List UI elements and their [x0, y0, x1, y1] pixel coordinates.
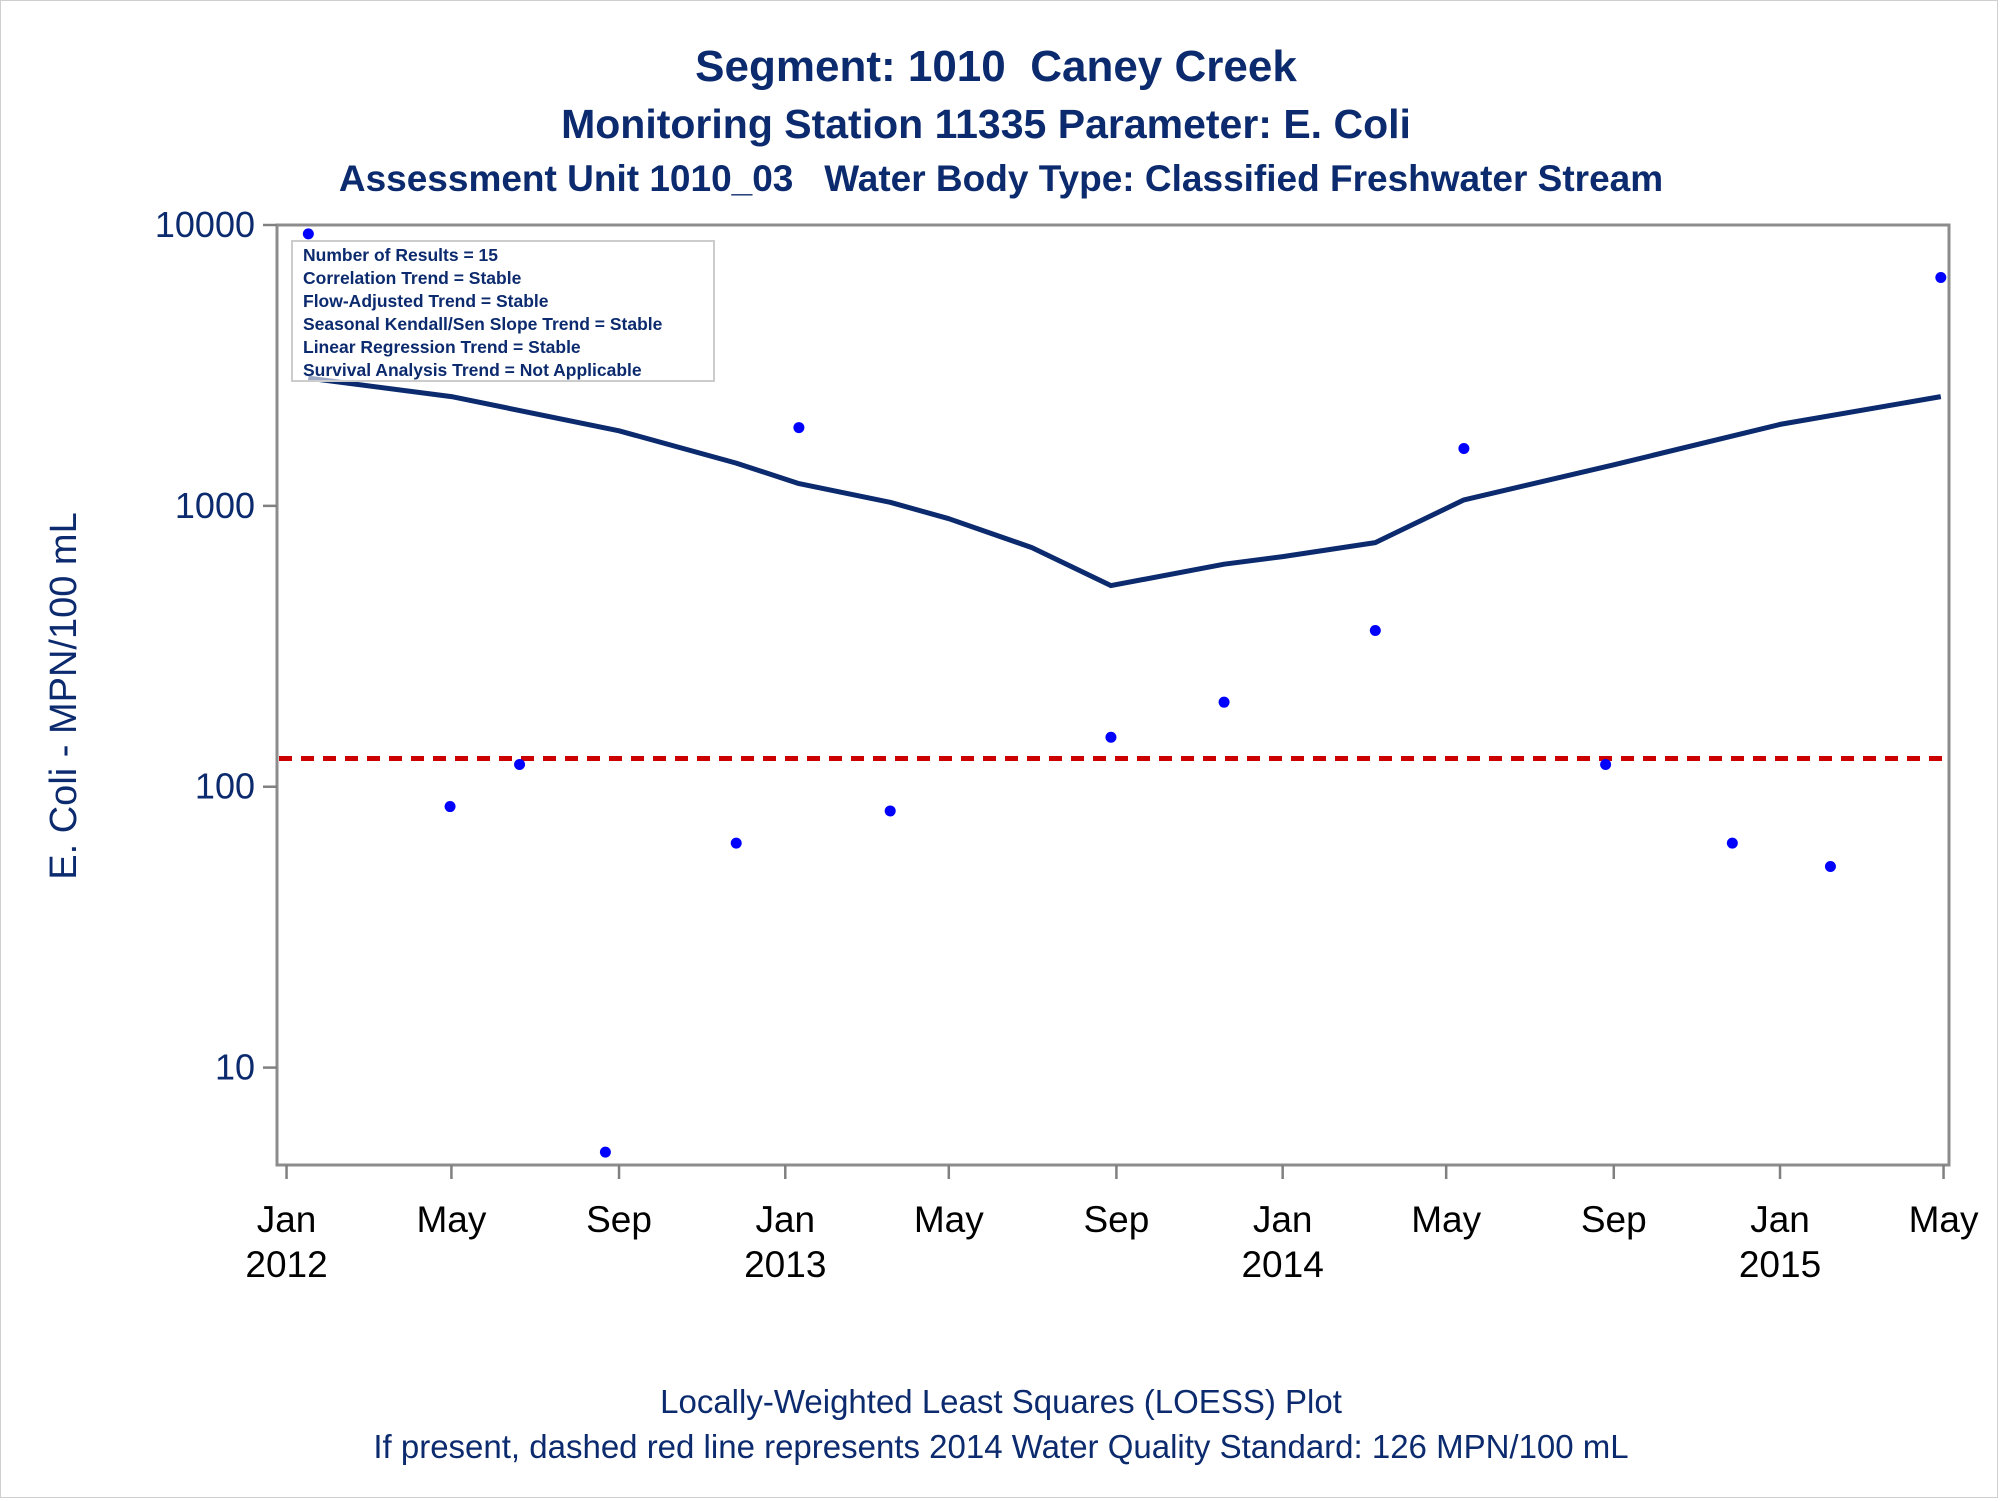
stats-box-text: Number of Results = 15 Correlation Trend …: [303, 245, 663, 380]
y-axis-label: E. Coli - MPN/100 mL: [43, 512, 85, 879]
data-point: [1458, 443, 1470, 455]
stats-line: Number of Results = 15: [303, 245, 498, 265]
x-tick-label: May: [416, 1199, 486, 1240]
stats-line: Seasonal Kendall/Sen Slope Trend = Stabl…: [303, 314, 663, 334]
data-point: [1369, 624, 1381, 636]
y-tick-label: 100: [195, 766, 255, 807]
y-axis: 10 100 1000 10000: [155, 204, 277, 1088]
x-tick-label: Jan: [1253, 1199, 1313, 1240]
chart-subtitle-2: Assessment Unit 1010_03 Water Body Type:…: [339, 158, 1663, 199]
plot-area: [275, 223, 1951, 1167]
y-tick-label: 10: [215, 1047, 255, 1088]
data-point: [1600, 758, 1612, 770]
data-point: [1935, 272, 1947, 284]
data-point: [1105, 731, 1117, 743]
data-point: [514, 758, 526, 770]
x-tick-label: May: [1909, 1199, 1979, 1240]
x-tick-label: Sep: [1083, 1199, 1149, 1240]
stats-line: Survival Analysis Trend = Not Applicable: [303, 360, 642, 380]
stats-line: Flow-Adjusted Trend = Stable: [303, 291, 549, 311]
x-tick-label: Jan: [257, 1199, 317, 1240]
data-point: [599, 1146, 611, 1158]
data-point: [444, 801, 456, 813]
x-tick-year-label: 2014: [1241, 1244, 1323, 1285]
data-point: [302, 228, 314, 240]
x-tick-label: May: [1411, 1199, 1481, 1240]
loess-line: [307, 375, 1942, 589]
data-point: [730, 837, 742, 849]
x-tick-label: Sep: [586, 1199, 652, 1240]
loess-line-group: [307, 375, 1942, 589]
x-tick-label: Jan: [755, 1199, 815, 1240]
data-point: [884, 805, 896, 817]
data-point: [1824, 860, 1836, 872]
footnote-2: If present, dashed red line represents 2…: [373, 1428, 1628, 1465]
chart-subtitle: Monitoring Station 11335 Parameter: E. C…: [561, 101, 1411, 147]
data-point: [793, 422, 805, 434]
data-point: [1218, 696, 1230, 708]
x-tick-year-label: 2012: [245, 1244, 327, 1285]
stats-box: [291, 240, 715, 382]
x-tick-label: Jan: [1750, 1199, 1810, 1240]
footnote-1: Locally-Weighted Least Squares (LOESS) P…: [660, 1383, 1342, 1420]
chart-title: Segment: 1010 Caney Creek: [695, 42, 1297, 91]
stats-line: Linear Regression Trend = Stable: [303, 337, 581, 357]
x-tick-year-label: 2015: [1739, 1244, 1821, 1285]
data-points: [302, 228, 1947, 1158]
stats-line: Correlation Trend = Stable: [303, 268, 522, 288]
y-tick-label: 10000: [155, 204, 255, 245]
x-tick-year-label: 2013: [744, 1244, 826, 1285]
data-point: [1726, 837, 1738, 849]
x-tick-label: Sep: [1581, 1199, 1647, 1240]
x-tick-label: May: [914, 1199, 984, 1240]
y-tick-label: 1000: [175, 485, 255, 526]
